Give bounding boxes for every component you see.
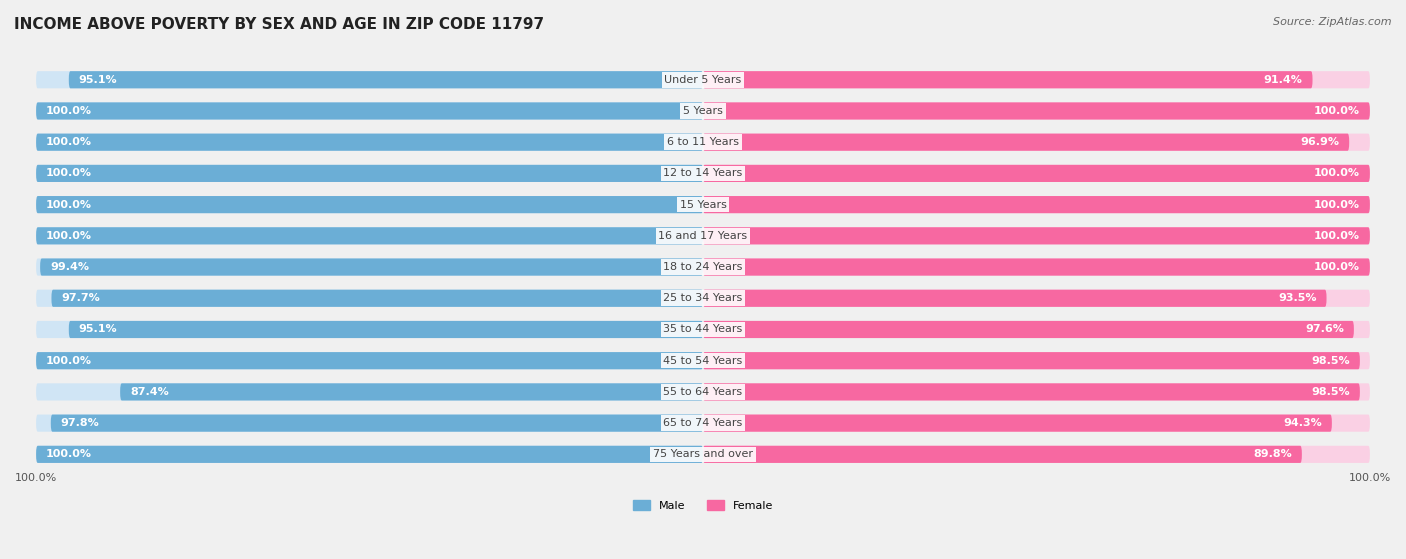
Text: 100.0%: 100.0% (46, 168, 93, 178)
Text: 100.0%: 100.0% (46, 356, 93, 366)
FancyBboxPatch shape (703, 165, 1369, 182)
FancyBboxPatch shape (37, 228, 703, 244)
Text: 6 to 11 Years: 6 to 11 Years (666, 137, 740, 147)
FancyBboxPatch shape (703, 321, 1369, 338)
Text: 100.0%: 100.0% (46, 137, 93, 147)
FancyBboxPatch shape (703, 352, 1360, 369)
Text: 100.0%: 100.0% (1313, 231, 1360, 241)
Text: 97.8%: 97.8% (60, 418, 100, 428)
Text: 75 Years and over: 75 Years and over (652, 449, 754, 459)
FancyBboxPatch shape (703, 71, 1313, 88)
FancyBboxPatch shape (37, 290, 703, 307)
FancyBboxPatch shape (703, 290, 1369, 307)
FancyBboxPatch shape (703, 352, 1369, 369)
Text: 87.4%: 87.4% (131, 387, 169, 397)
FancyBboxPatch shape (37, 352, 703, 369)
FancyBboxPatch shape (703, 134, 1350, 151)
FancyBboxPatch shape (37, 102, 703, 120)
FancyBboxPatch shape (703, 258, 1369, 276)
FancyBboxPatch shape (37, 321, 703, 338)
Text: 98.5%: 98.5% (1312, 356, 1350, 366)
FancyBboxPatch shape (37, 258, 703, 276)
Text: 100.0%: 100.0% (46, 231, 93, 241)
Text: 25 to 34 Years: 25 to 34 Years (664, 293, 742, 304)
Text: 91.4%: 91.4% (1264, 75, 1302, 85)
FancyBboxPatch shape (703, 446, 1302, 463)
FancyBboxPatch shape (37, 134, 703, 151)
FancyBboxPatch shape (37, 228, 703, 244)
Text: 89.8%: 89.8% (1253, 449, 1292, 459)
Text: 100.0%: 100.0% (1313, 106, 1360, 116)
FancyBboxPatch shape (41, 258, 703, 276)
FancyBboxPatch shape (703, 71, 1369, 88)
Text: 100.0%: 100.0% (46, 106, 93, 116)
FancyBboxPatch shape (703, 102, 1369, 120)
FancyBboxPatch shape (703, 415, 1331, 432)
Text: 100.0%: 100.0% (1313, 262, 1360, 272)
FancyBboxPatch shape (37, 196, 703, 213)
FancyBboxPatch shape (37, 352, 703, 369)
FancyBboxPatch shape (51, 415, 703, 432)
Text: 100.0%: 100.0% (46, 200, 93, 210)
FancyBboxPatch shape (37, 415, 703, 432)
Text: INCOME ABOVE POVERTY BY SEX AND AGE IN ZIP CODE 11797: INCOME ABOVE POVERTY BY SEX AND AGE IN Z… (14, 17, 544, 32)
FancyBboxPatch shape (703, 258, 1369, 276)
Text: 100.0%: 100.0% (46, 449, 93, 459)
Text: 5 Years: 5 Years (683, 106, 723, 116)
Text: 16 and 17 Years: 16 and 17 Years (658, 231, 748, 241)
Text: 100.0%: 100.0% (1313, 200, 1360, 210)
Text: 55 to 64 Years: 55 to 64 Years (664, 387, 742, 397)
FancyBboxPatch shape (37, 446, 703, 463)
FancyBboxPatch shape (37, 134, 703, 151)
FancyBboxPatch shape (703, 415, 1369, 432)
Text: 65 to 74 Years: 65 to 74 Years (664, 418, 742, 428)
FancyBboxPatch shape (69, 321, 703, 338)
FancyBboxPatch shape (37, 165, 703, 182)
Text: 18 to 24 Years: 18 to 24 Years (664, 262, 742, 272)
Text: 94.3%: 94.3% (1284, 418, 1322, 428)
Text: 12 to 14 Years: 12 to 14 Years (664, 168, 742, 178)
FancyBboxPatch shape (37, 446, 703, 463)
Text: 95.1%: 95.1% (79, 324, 118, 334)
FancyBboxPatch shape (703, 383, 1360, 400)
FancyBboxPatch shape (703, 321, 1354, 338)
FancyBboxPatch shape (703, 196, 1369, 213)
FancyBboxPatch shape (703, 228, 1369, 244)
Text: 97.7%: 97.7% (62, 293, 100, 304)
Text: 45 to 54 Years: 45 to 54 Years (664, 356, 742, 366)
Text: 95.1%: 95.1% (79, 75, 118, 85)
Text: 97.6%: 97.6% (1305, 324, 1344, 334)
Text: 99.4%: 99.4% (51, 262, 89, 272)
Text: 35 to 44 Years: 35 to 44 Years (664, 324, 742, 334)
FancyBboxPatch shape (703, 134, 1369, 151)
FancyBboxPatch shape (69, 71, 703, 88)
FancyBboxPatch shape (37, 383, 703, 400)
FancyBboxPatch shape (37, 71, 703, 88)
Text: Under 5 Years: Under 5 Years (665, 75, 741, 85)
FancyBboxPatch shape (37, 196, 703, 213)
FancyBboxPatch shape (703, 383, 1369, 400)
FancyBboxPatch shape (703, 446, 1369, 463)
Text: 93.5%: 93.5% (1278, 293, 1316, 304)
FancyBboxPatch shape (37, 102, 703, 120)
Legend: Male, Female: Male, Female (628, 495, 778, 515)
FancyBboxPatch shape (703, 228, 1369, 244)
Text: 15 Years: 15 Years (679, 200, 727, 210)
FancyBboxPatch shape (52, 290, 703, 307)
Text: 96.9%: 96.9% (1301, 137, 1339, 147)
FancyBboxPatch shape (703, 196, 1369, 213)
FancyBboxPatch shape (120, 383, 703, 400)
FancyBboxPatch shape (703, 290, 1326, 307)
Text: 98.5%: 98.5% (1312, 387, 1350, 397)
FancyBboxPatch shape (703, 102, 1369, 120)
Text: Source: ZipAtlas.com: Source: ZipAtlas.com (1274, 17, 1392, 27)
Text: 100.0%: 100.0% (1313, 168, 1360, 178)
FancyBboxPatch shape (703, 165, 1369, 182)
FancyBboxPatch shape (37, 165, 703, 182)
